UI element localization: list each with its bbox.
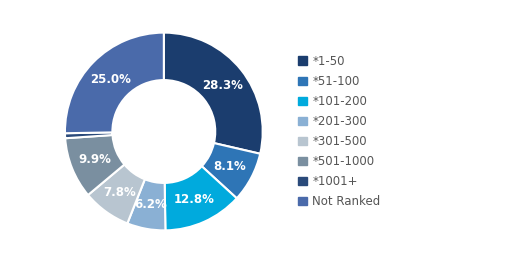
Text: 9.9%: 9.9%	[78, 153, 111, 166]
Text: 7.8%: 7.8%	[104, 185, 137, 199]
Wedge shape	[165, 166, 237, 230]
Text: 25.0%: 25.0%	[90, 73, 131, 86]
Wedge shape	[127, 179, 165, 230]
Text: 6.2%: 6.2%	[134, 199, 167, 211]
Wedge shape	[88, 165, 145, 223]
Text: 12.8%: 12.8%	[174, 193, 215, 206]
Wedge shape	[164, 33, 263, 154]
Wedge shape	[202, 143, 260, 198]
Legend: *1-50, *51-100, *101-200, *201-300, *301-500, *501-1000, *1001+, Not Ranked: *1-50, *51-100, *101-200, *201-300, *301…	[298, 55, 381, 208]
Text: 8.1%: 8.1%	[214, 160, 246, 173]
Wedge shape	[65, 135, 124, 195]
Wedge shape	[65, 132, 113, 138]
Text: 28.3%: 28.3%	[202, 79, 243, 92]
Wedge shape	[65, 33, 164, 133]
